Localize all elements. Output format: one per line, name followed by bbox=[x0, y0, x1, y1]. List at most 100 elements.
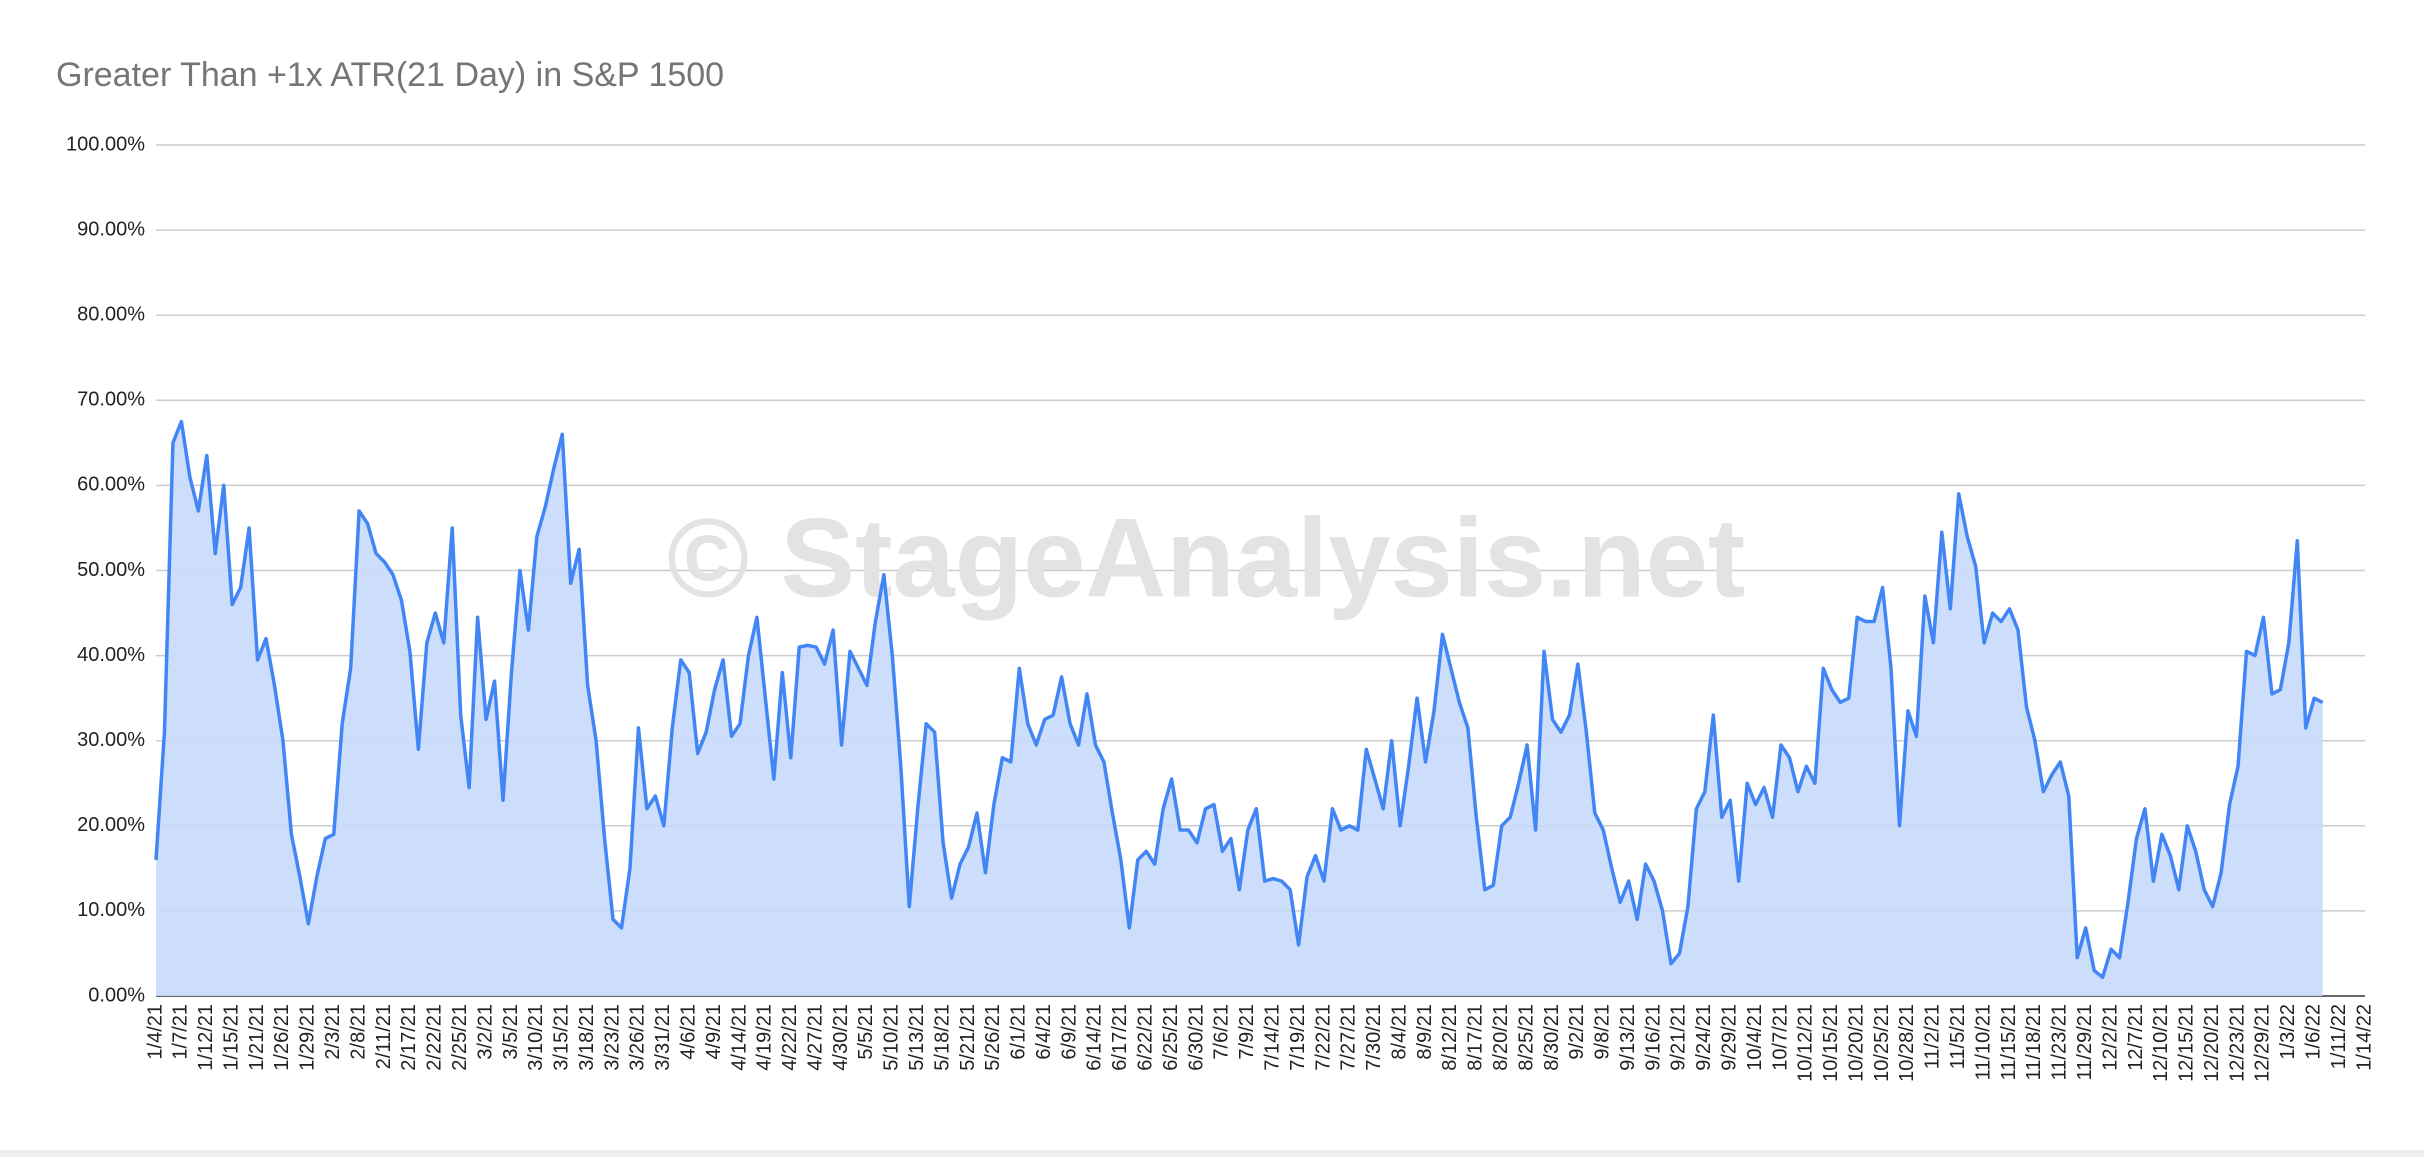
x-tick-label: 5/5/21 bbox=[855, 1004, 877, 1060]
x-tick-label: 6/9/21 bbox=[1058, 1004, 1080, 1060]
x-tick-label: 10/25/21 bbox=[1871, 1004, 1893, 1082]
x-tick-label: 4/30/21 bbox=[830, 1004, 852, 1071]
x-tick-label: 4/22/21 bbox=[779, 1004, 801, 1071]
y-tick-label: 20.00% bbox=[77, 814, 145, 836]
x-tick-label: 8/25/21 bbox=[1515, 1004, 1537, 1071]
x-tick-label: 11/15/21 bbox=[1998, 1004, 2020, 1080]
x-tick-label: 1/4/21 bbox=[144, 1004, 166, 1060]
x-tick-label: 2/3/21 bbox=[322, 1004, 344, 1060]
x-tick-label: 7/9/21 bbox=[1236, 1004, 1258, 1060]
x-tick-label: 3/23/21 bbox=[601, 1004, 623, 1071]
x-tick-label: 6/17/21 bbox=[1109, 1004, 1131, 1071]
x-tick-label: 4/9/21 bbox=[703, 1004, 725, 1060]
x-tick-label: 8/4/21 bbox=[1388, 1004, 1410, 1060]
watermark: © StageAnalysis.net bbox=[667, 496, 1745, 621]
x-tick-label: 10/7/21 bbox=[1769, 1004, 1791, 1071]
x-tick-label: 1/21/21 bbox=[246, 1004, 268, 1071]
x-tick-label: 7/22/21 bbox=[1312, 1004, 1334, 1071]
x-tick-label: 6/1/21 bbox=[1008, 1004, 1030, 1060]
x-tick-label: 3/5/21 bbox=[500, 1004, 522, 1060]
x-tick-label: 2/11/21 bbox=[373, 1004, 395, 1069]
x-tick-label: 4/14/21 bbox=[728, 1004, 750, 1071]
x-tick-label: 10/28/21 bbox=[1896, 1004, 1918, 1082]
x-tick-label: 5/18/21 bbox=[931, 1004, 953, 1071]
x-tick-label: 9/29/21 bbox=[1719, 1004, 1741, 1071]
x-tick-label: 8/17/21 bbox=[1465, 1004, 1487, 1071]
x-tick-label: 9/16/21 bbox=[1642, 1004, 1664, 1071]
x-tick-label: 8/30/21 bbox=[1541, 1004, 1563, 1071]
x-tick-label: 2/22/21 bbox=[424, 1004, 446, 1071]
x-tick-label: 12/7/21 bbox=[2125, 1004, 2147, 1071]
x-tick-label: 3/31/21 bbox=[652, 1004, 674, 1071]
x-tick-label: 11/18/21 bbox=[2023, 1004, 2045, 1080]
x-tick-label: 9/2/21 bbox=[1566, 1004, 1588, 1060]
x-tick-label: 12/10/21 bbox=[2150, 1004, 2172, 1082]
x-tick-label: 6/25/21 bbox=[1160, 1004, 1182, 1071]
x-tick-label: 7/30/21 bbox=[1363, 1004, 1385, 1071]
x-tick-label: 4/19/21 bbox=[754, 1004, 776, 1071]
x-tick-label: 1/29/21 bbox=[297, 1004, 319, 1071]
x-tick-label: 1/12/21 bbox=[195, 1004, 217, 1071]
x-tick-label: 3/2/21 bbox=[474, 1004, 496, 1060]
x-tick-label: 6/4/21 bbox=[1033, 1004, 1055, 1060]
x-tick-label: 5/13/21 bbox=[906, 1004, 928, 1071]
x-tick-label: 3/18/21 bbox=[576, 1004, 598, 1071]
x-tick-label: 11/5/21 bbox=[1947, 1004, 1969, 1069]
x-tick-label: 3/26/21 bbox=[627, 1004, 649, 1071]
y-tick-label: 0.00% bbox=[88, 984, 145, 1006]
x-tick-label: 11/29/21 bbox=[2074, 1004, 2096, 1080]
x-tick-label: 10/15/21 bbox=[1820, 1004, 1842, 1082]
y-tick-label: 10.00% bbox=[77, 899, 145, 921]
x-tick-label: 5/10/21 bbox=[881, 1004, 903, 1071]
x-tick-label: 4/6/21 bbox=[677, 1004, 699, 1060]
x-tick-label: 2/17/21 bbox=[398, 1004, 420, 1071]
x-tick-label: 12/15/21 bbox=[2176, 1004, 2198, 1082]
x-tick-label: 7/19/21 bbox=[1287, 1004, 1309, 1071]
x-tick-label: 9/13/21 bbox=[1617, 1004, 1639, 1071]
x-tick-label: 12/20/21 bbox=[2201, 1004, 2223, 1082]
y-tick-label: 80.00% bbox=[77, 303, 145, 325]
y-tick-label: 40.00% bbox=[77, 644, 145, 666]
y-tick-label: 100.00% bbox=[66, 133, 145, 155]
x-tick-label: 9/24/21 bbox=[1693, 1004, 1715, 1071]
y-tick-label: 60.00% bbox=[77, 474, 145, 496]
y-tick-label: 70.00% bbox=[77, 389, 145, 411]
x-tick-label: 3/15/21 bbox=[551, 1004, 573, 1071]
bottom-strip bbox=[0, 1150, 2424, 1157]
x-tick-label: 8/20/21 bbox=[1490, 1004, 1512, 1071]
x-tick-label: 10/20/21 bbox=[1845, 1004, 1867, 1082]
y-tick-label: 30.00% bbox=[77, 729, 145, 751]
y-tick-label: 50.00% bbox=[77, 559, 145, 581]
area-fill bbox=[156, 421, 2323, 996]
x-tick-label: 11/2/21 bbox=[1922, 1004, 1944, 1069]
x-tick-label: 9/8/21 bbox=[1592, 1004, 1614, 1060]
x-tick-label: 5/26/21 bbox=[982, 1004, 1004, 1071]
x-tick-label: 3/10/21 bbox=[525, 1004, 547, 1071]
x-tick-label: 9/21/21 bbox=[1668, 1004, 1690, 1071]
x-tick-label: 1/14/22 bbox=[2353, 1004, 2375, 1071]
x-tick-label: 8/9/21 bbox=[1414, 1004, 1436, 1060]
x-tick-label: 6/30/21 bbox=[1185, 1004, 1207, 1071]
x-tick-label: 5/21/21 bbox=[957, 1004, 979, 1071]
x-tick-label: 10/4/21 bbox=[1744, 1004, 1766, 1071]
x-tick-label: 12/23/21 bbox=[2226, 1004, 2248, 1082]
x-tick-label: 4/27/21 bbox=[804, 1004, 826, 1071]
x-tick-label: 7/6/21 bbox=[1211, 1004, 1233, 1060]
x-tick-label: 1/15/21 bbox=[220, 1004, 242, 1071]
x-tick-label: 1/26/21 bbox=[271, 1004, 293, 1071]
x-tick-label: 8/12/21 bbox=[1439, 1004, 1461, 1071]
x-tick-label: 1/6/22 bbox=[2302, 1004, 2324, 1060]
x-tick-label: 10/12/21 bbox=[1795, 1004, 1817, 1082]
x-tick-label: 1/7/21 bbox=[170, 1004, 192, 1060]
x-tick-label: 1/3/22 bbox=[2277, 1004, 2299, 1060]
x-tick-label: 7/27/21 bbox=[1338, 1004, 1360, 1071]
x-tick-label: 11/23/21 bbox=[2049, 1004, 2071, 1080]
x-tick-label: 1/11/22 bbox=[2328, 1004, 2350, 1069]
x-tick-label: 2/8/21 bbox=[347, 1004, 369, 1060]
x-tick-label: 12/29/21 bbox=[2252, 1004, 2274, 1082]
x-tick-label: 11/10/21 bbox=[1972, 1004, 1994, 1080]
x-tick-label: 7/14/21 bbox=[1261, 1004, 1283, 1071]
line bbox=[154, 419, 2324, 980]
